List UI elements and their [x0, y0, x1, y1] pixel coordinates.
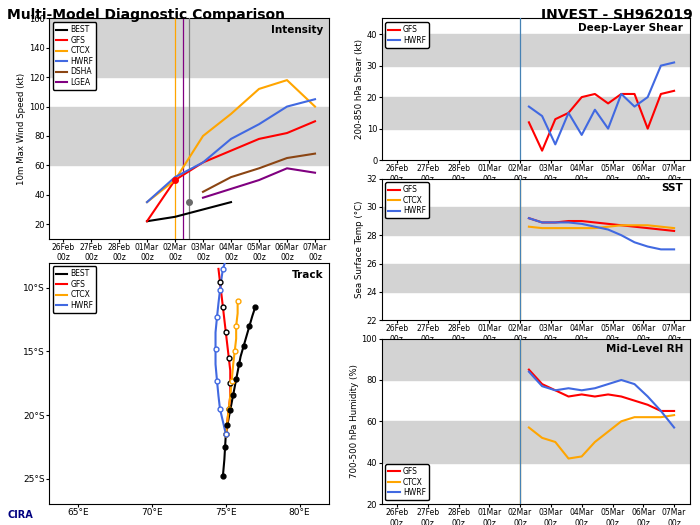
- Bar: [382, 264, 690, 292]
- Bar: [49, 18, 329, 77]
- Y-axis label: 10m Max Wind Speed (kt): 10m Max Wind Speed (kt): [18, 72, 26, 185]
- Text: Intensity: Intensity: [271, 25, 323, 35]
- Bar: [382, 97, 690, 129]
- Bar: [49, 107, 329, 165]
- Legend: BEST, GFS, CTCX, HWRF, DSHA, LGEA: BEST, GFS, CTCX, HWRF, DSHA, LGEA: [52, 22, 97, 90]
- Bar: [382, 34, 690, 66]
- Legend: GFS, CTCX, HWRF: GFS, CTCX, HWRF: [385, 464, 429, 500]
- Text: Mid-Level RH: Mid-Level RH: [606, 343, 683, 353]
- Text: Deep-Layer Shear: Deep-Layer Shear: [578, 23, 683, 33]
- Bar: [382, 421, 690, 463]
- Text: Multi-Model Diagnostic Comparison: Multi-Model Diagnostic Comparison: [7, 8, 285, 22]
- Text: INVEST - SH962019: INVEST - SH962019: [541, 8, 693, 22]
- Text: Track: Track: [292, 270, 323, 280]
- Bar: [382, 207, 690, 235]
- Y-axis label: Sea Surface Temp (°C): Sea Surface Temp (°C): [355, 201, 364, 298]
- Y-axis label: 700-500 hPa Humidity (%): 700-500 hPa Humidity (%): [350, 364, 359, 478]
- Text: CIRA: CIRA: [7, 510, 33, 520]
- Text: SST: SST: [662, 183, 683, 193]
- Legend: GFS, CTCX, HWRF: GFS, CTCX, HWRF: [385, 182, 429, 218]
- Legend: GFS, HWRF: GFS, HWRF: [385, 22, 429, 48]
- Bar: [382, 339, 690, 380]
- Legend: BEST, GFS, CTCX, HWRF: BEST, GFS, CTCX, HWRF: [52, 266, 97, 313]
- Y-axis label: 200-850 hPa Shear (kt): 200-850 hPa Shear (kt): [355, 39, 364, 139]
